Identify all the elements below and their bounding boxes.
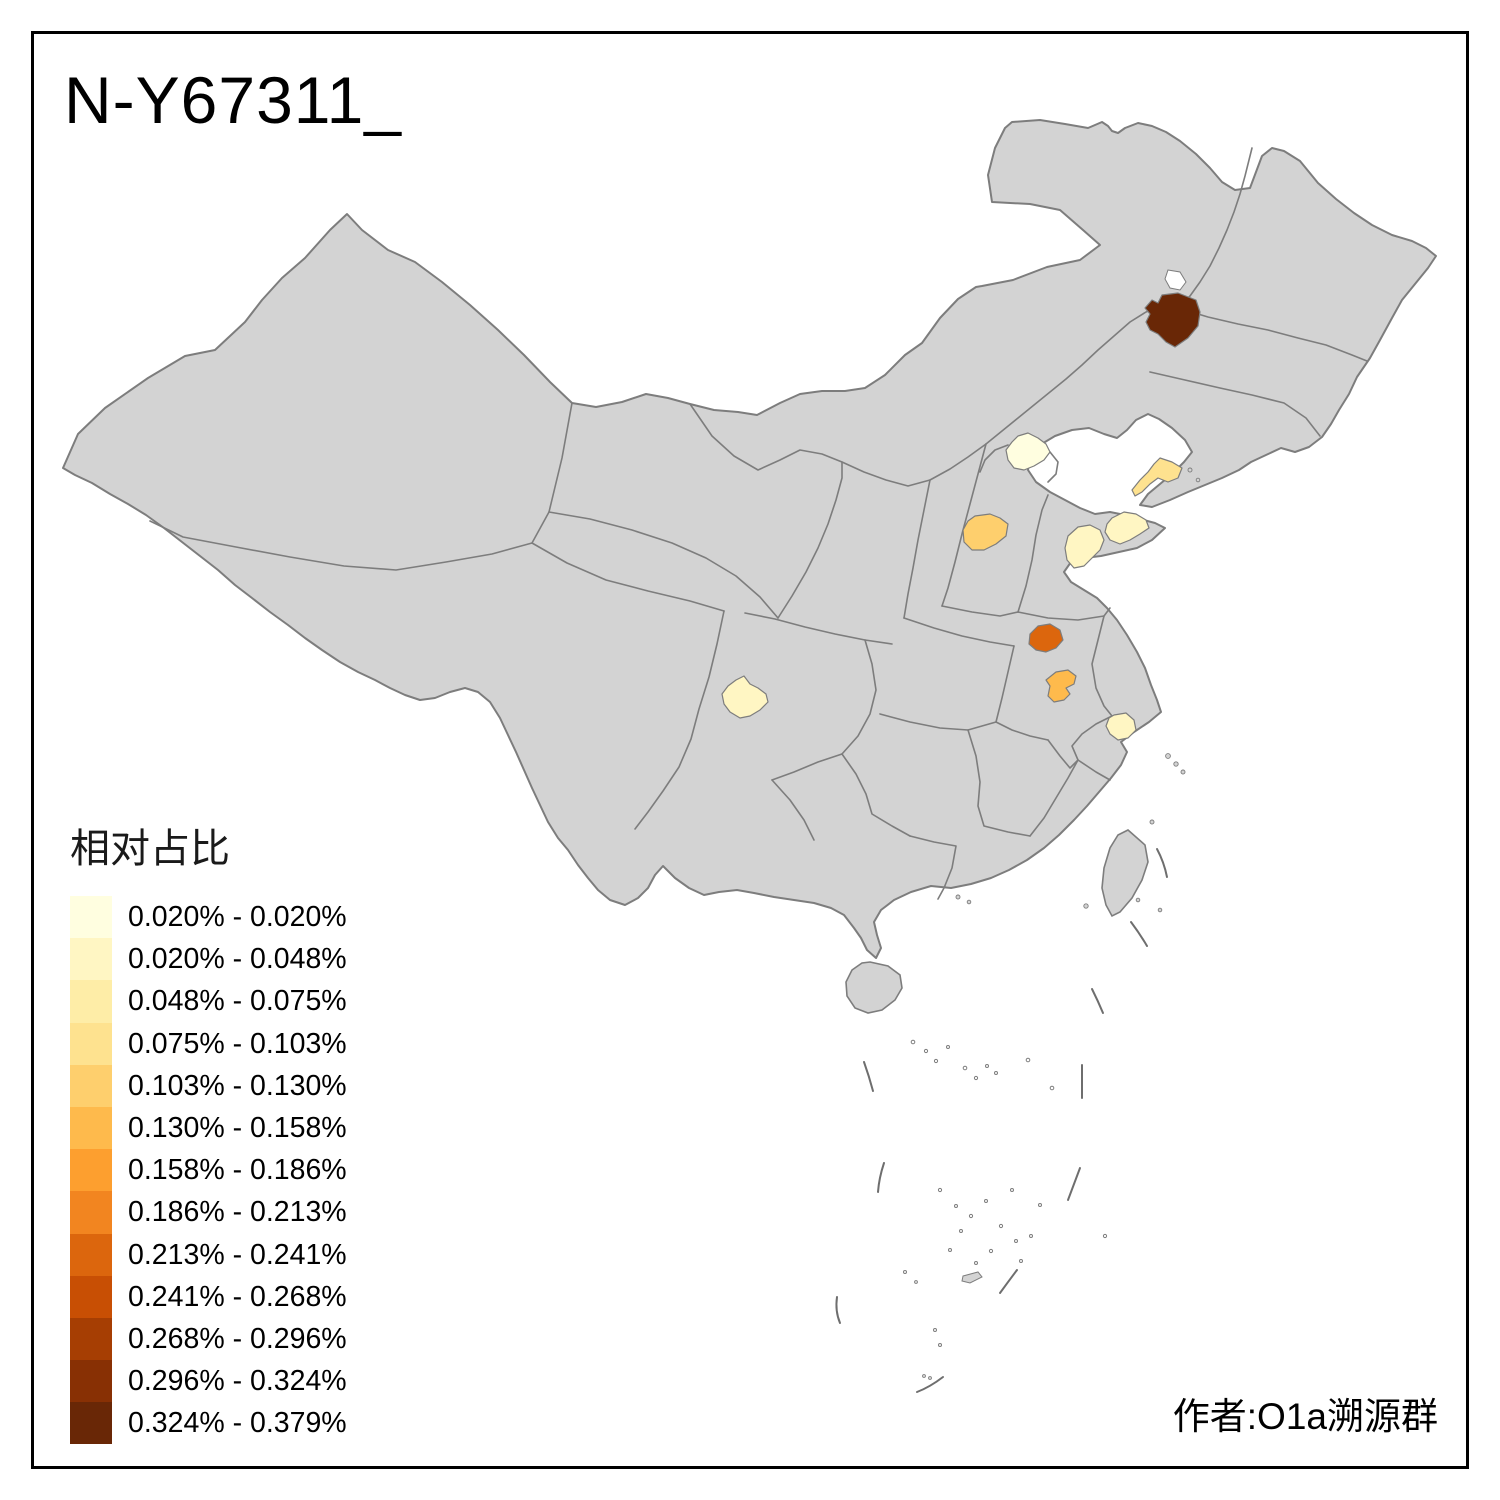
legend-item: 0.158% - 0.186%	[70, 1149, 347, 1192]
legend-item: 0.103% - 0.130%	[70, 1064, 347, 1107]
legend-item: 0.130% - 0.158%	[70, 1106, 347, 1150]
lake	[1164, 269, 1187, 291]
legend-item: 0.048% - 0.075%	[70, 980, 347, 1023]
legend-swatch	[70, 1402, 112, 1445]
legend-item: 0.020% - 0.048%	[70, 938, 347, 981]
legend-label: 0.324% - 0.379%	[128, 1407, 347, 1440]
coastal-islets	[955, 467, 1201, 913]
map-region	[1144, 292, 1201, 348]
legend-swatch	[70, 1275, 112, 1318]
colored-regions	[721, 292, 1201, 741]
legend-label: 0.213% - 0.241%	[128, 1238, 347, 1271]
map-region	[962, 513, 1009, 551]
islands	[835, 467, 1201, 1393]
legend-swatch	[70, 1106, 112, 1150]
map-region	[1131, 457, 1183, 497]
hainan-island	[845, 961, 903, 1014]
south-china-sea-islets	[903, 1039, 1108, 1380]
legend-label: 0.103% - 0.130%	[128, 1069, 347, 1102]
legend-swatch	[70, 1022, 112, 1065]
legend-rows: 0.020% - 0.020% 0.020% - 0.048% 0.048% - 0…	[70, 896, 347, 1445]
legend-swatch	[70, 1360, 112, 1403]
legend-swatch	[70, 980, 112, 1023]
legend-swatch	[70, 1064, 112, 1107]
legend-label: 0.020% - 0.020%	[128, 901, 347, 933]
legend-swatch	[70, 1149, 112, 1192]
legend-item: 0.296% - 0.324%	[70, 1360, 347, 1403]
legend-item: 0.324% - 0.379%	[70, 1402, 347, 1445]
sea-boundary-dashes	[835, 848, 1168, 1393]
legend-item: 0.241% - 0.268%	[70, 1275, 347, 1318]
legend-label: 0.268% - 0.296%	[128, 1322, 347, 1355]
map-region	[1028, 623, 1064, 653]
mainland-china	[62, 119, 1437, 959]
map-region	[1064, 524, 1105, 569]
legend-label: 0.186% - 0.213%	[128, 1196, 347, 1229]
legend-swatch	[70, 1191, 112, 1234]
legend-swatch	[70, 1317, 112, 1361]
attribution-text: 作者:O1a溯源群	[1172, 1396, 1438, 1437]
legend-label: 0.048% - 0.075%	[128, 985, 347, 1018]
map-region	[1005, 432, 1051, 471]
legend-item: 0.075% - 0.103%	[70, 1022, 347, 1065]
page-title: N-Y67311_	[64, 63, 403, 137]
map-region	[721, 675, 769, 719]
legend-swatch	[70, 896, 112, 939]
legend-label: 0.241% - 0.268%	[128, 1280, 347, 1313]
legend-item: 0.213% - 0.241%	[70, 1233, 347, 1276]
legend-label: 0.158% - 0.186%	[128, 1154, 347, 1187]
taiwan-island	[1101, 829, 1149, 918]
legend-swatch	[70, 1233, 112, 1276]
legend-item: 0.186% - 0.213%	[70, 1191, 347, 1234]
legend-item: 0.020% - 0.020%	[70, 896, 347, 939]
legend-swatch	[70, 938, 112, 981]
legend-label: 0.075% - 0.103%	[128, 1027, 347, 1060]
legend-label: 0.020% - 0.048%	[128, 943, 347, 976]
legend-item: 0.268% - 0.296%	[70, 1317, 347, 1361]
legend-label: 0.296% - 0.324%	[128, 1365, 347, 1398]
legend: 相对占比 0.020% - 0.020% 0.020% - 0.048% 0.048…	[70, 816, 347, 1445]
legend-label: 0.130% - 0.158%	[128, 1111, 347, 1144]
map-region	[1105, 712, 1137, 741]
legend-title: 相对占比	[70, 827, 230, 871]
province-borders	[149, 147, 1368, 900]
map-region	[1045, 669, 1077, 703]
map-region	[1104, 511, 1150, 545]
